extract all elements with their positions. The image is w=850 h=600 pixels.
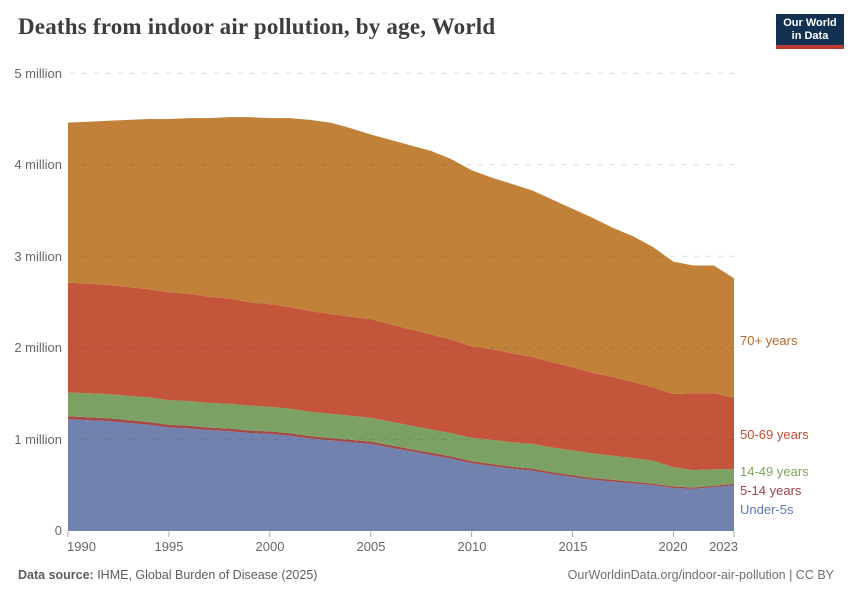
area-series-0[interactable] [68,419,734,531]
area-series-4[interactable] [68,117,734,398]
x-tick-2015: 2015 [558,539,588,554]
x-tick-1995: 1995 [154,539,184,554]
data-source-text: IHME, Global Burden of Disease (2025) [93,568,318,582]
owid-logo[interactable]: Our World in Data [776,14,844,49]
legend-14-49[interactable]: 14-49 years [740,464,809,479]
y-tick-2: 2 million [14,340,62,355]
x-tick-2000: 2000 [255,539,285,554]
legend-50-69[interactable]: 50-69 years [740,427,809,442]
area-series-2[interactable] [68,392,734,488]
page-title: Deaths from indoor air pollution, by age… [18,14,496,39]
legend-70plus[interactable]: 70+ years [740,333,798,348]
y-tick-0: 0 [54,523,62,538]
x-tick-2005: 2005 [356,539,386,554]
owid-logo-text: Our World in Data [776,14,844,45]
owid-logo-red-bar [776,45,844,49]
y-tick-1: 1 million [14,432,62,447]
data-source-label: Data source: [18,568,94,582]
legend-5-14[interactable]: 5-14 years [740,483,802,498]
y-tick-4: 4 million [14,157,62,172]
x-tick-2020: 2020 [658,539,688,554]
y-tick-3: 3 million [14,249,62,264]
x-tick-1990: 1990 [67,539,96,554]
legend-under5s[interactable]: Under-5s [740,502,794,517]
data-source: Data source: IHME, Global Burden of Dise… [18,568,317,582]
area-series-3[interactable] [68,282,734,471]
owid-url-link[interactable]: OurWorldinData.org/indoor-air-pollution … [567,568,834,582]
x-tick-2010: 2010 [457,539,487,554]
x-tick-2023: 2023 [709,539,738,554]
y-tick-5: 5 million [14,66,62,81]
